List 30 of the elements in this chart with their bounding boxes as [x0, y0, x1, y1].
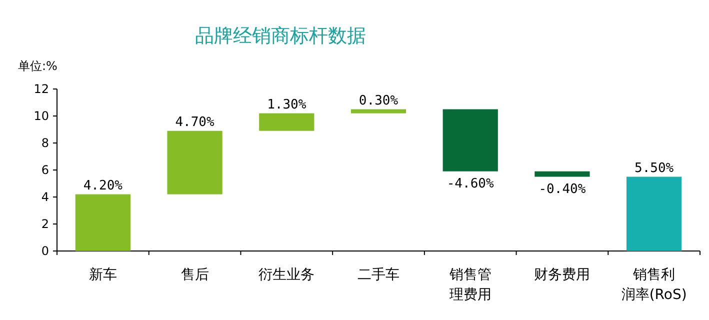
bar: [534, 171, 590, 177]
data-label: 4.70%: [175, 114, 215, 130]
x-tick-label: 销售管理费用: [448, 267, 492, 303]
y-axis-title: 单位:%: [18, 59, 58, 73]
x-tick-label: 二手车: [358, 267, 400, 283]
data-label: -0.40%: [538, 182, 586, 197]
data-label: 0.30%: [358, 93, 398, 108]
bar: [626, 176, 682, 251]
y-tick-label: 2: [41, 217, 49, 231]
y-tick-label: 10: [34, 109, 49, 123]
bar: [75, 194, 130, 251]
data-label: 5.50%: [634, 160, 674, 176]
x-tick-label: 售后: [180, 267, 209, 283]
x-tick-label: 新车: [88, 267, 117, 283]
y-tick-label: 0: [41, 244, 49, 258]
bar: [442, 109, 498, 172]
chart-title: 品牌经销商标杆数据: [195, 25, 366, 47]
y-tick-label: 6: [41, 163, 49, 177]
y-tick-label: 12: [34, 82, 49, 96]
x-tick-label: 衍生业务: [258, 267, 315, 283]
data-label: 1.30%: [267, 97, 306, 112]
bar: [167, 130, 222, 194]
x-tick-label: 财务费用: [534, 267, 590, 283]
y-tick-label: 4: [41, 190, 49, 204]
y-tick-label: 8: [41, 136, 49, 150]
data-label: 4.20%: [83, 178, 123, 194]
bar: [259, 113, 314, 131]
bar: [350, 109, 406, 114]
data-label: -4.60%: [446, 176, 494, 192]
x-tick-label: 销售利润率(RoS): [621, 267, 687, 303]
